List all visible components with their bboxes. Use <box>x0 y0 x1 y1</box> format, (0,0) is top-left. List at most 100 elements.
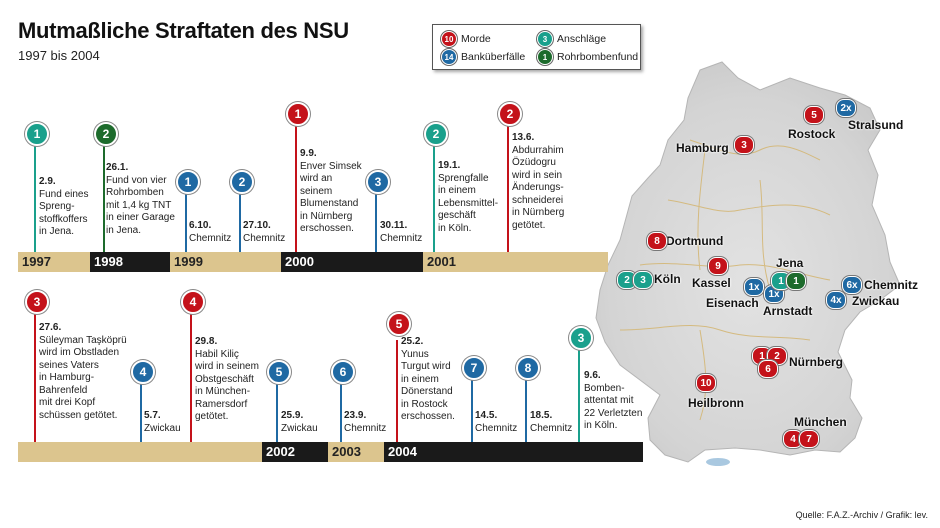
legend-item-bankueberfaelle: 14 Banküberfälle <box>441 49 525 65</box>
year-2001: 2001 <box>423 252 608 272</box>
map-marker: 8 <box>647 232 667 250</box>
event-text: 9.6. Bomben- attentat mit 22 Verletzten i… <box>584 370 642 433</box>
event-badge: 2 <box>498 102 522 126</box>
map-marker: 4x <box>826 291 846 309</box>
event-pin <box>375 190 377 252</box>
event-description: Chemnitz <box>243 232 286 244</box>
legend-label: Rohrbombenfund <box>557 51 639 63</box>
event-description: Abdurrahim Özüdogru wird in sein Änderun… <box>512 144 565 231</box>
event-badge: 7 <box>462 356 486 380</box>
legend-label: Banküberfälle <box>461 51 526 63</box>
event-date: 5.7. <box>144 410 161 421</box>
event-text: 26.1. Fund von vier Rohrbomben mit 1,4 kg… <box>106 162 175 237</box>
timeline-bar-top: 1997 1998 1999 2000 2001 <box>18 252 608 272</box>
event-pin <box>525 380 527 442</box>
event-description: Fund eines Spreng- stoffkoffers in Jena. <box>39 188 89 238</box>
page-subtitle: 1997 bis 2004 <box>18 48 100 63</box>
legend-item-anschlaege: 3 Anschläge <box>537 31 606 47</box>
event-pin <box>276 380 278 442</box>
event-text: 13.6. Abdurrahim Özüdogru wird in sein Än… <box>512 132 564 232</box>
city-chemnitz: Chemnitz <box>864 278 918 292</box>
event-date: 18.5. <box>530 410 553 421</box>
legend-item-morde: 10 Morde <box>441 31 491 47</box>
event-description: Chemnitz <box>344 422 387 434</box>
event-badge: 1 <box>286 102 310 126</box>
event-text: 18.5. Chemnitz <box>530 410 572 435</box>
event-pin <box>507 122 509 252</box>
city-heilbronn: Heilbronn <box>688 396 744 410</box>
event-text: 30.11. Chemnitz <box>380 220 422 245</box>
event-badge: 1 <box>25 122 49 146</box>
event-text: 27.10. Chemnitz <box>243 220 285 245</box>
event-date: 9.6. <box>584 370 601 381</box>
event-pin <box>396 340 398 442</box>
event-text: 25.9. Zwickau <box>281 410 318 435</box>
year-2002: 2002 <box>262 442 328 462</box>
event-date: 29.8. <box>195 336 218 347</box>
year-2001-continued <box>18 442 262 462</box>
event-description: Yunus Turgut wird in einem Dönerstand in… <box>401 348 455 423</box>
event-description: Süleyman Taşköprü wird im Obstladen sein… <box>39 334 127 421</box>
event-pin <box>433 142 435 252</box>
event-description: Chemnitz <box>380 232 423 244</box>
map-marker: 1 <box>786 272 806 290</box>
legend-badge: 1 <box>537 49 553 65</box>
event-text: 2.9. Fund eines Spreng- stoffkoffers in J… <box>39 176 88 239</box>
event-description: Chemnitz <box>530 422 573 434</box>
event-pin <box>185 190 187 252</box>
event-pin <box>190 310 192 442</box>
event-description: Sprengfalle in einem Lebensmittel- gesch… <box>438 172 499 234</box>
event-description: Habil Kiliç wird in seinem Obstgeschäft … <box>195 348 259 423</box>
year-1997: 1997 <box>18 252 90 272</box>
event-text: 27.6. Süleyman Taşköprü wird im Obstladen… <box>39 322 127 422</box>
event-text: 5.7. Zwickau <box>144 410 181 435</box>
event-badge: 5 <box>387 312 411 336</box>
germany-shape <box>595 61 901 463</box>
city-dortmund: Dortmund <box>666 234 724 248</box>
event-badge: 6 <box>331 360 355 384</box>
event-text: 6.10. Chemnitz <box>189 220 231 245</box>
year-2004: 2004 <box>384 442 643 462</box>
city-eisenach: Eisenach <box>706 296 759 310</box>
city-stralsund: Stralsund <box>848 118 904 132</box>
legend-badge: 3 <box>537 31 553 47</box>
event-badge: 1 <box>176 170 200 194</box>
event-text: 29.8. Habil Kiliç wird in seinem Obstgesc… <box>195 336 259 424</box>
event-description: Zwickau <box>144 422 181 434</box>
event-pin <box>340 380 342 442</box>
event-badge: 3 <box>569 326 593 350</box>
map-marker: 3 <box>633 271 653 289</box>
city-arnstadt: Arnstadt <box>763 304 813 318</box>
event-text: 23.9. Chemnitz <box>344 410 386 435</box>
city-zwickau: Zwickau <box>852 294 900 308</box>
city-muenchen: München <box>794 415 847 429</box>
map-marker: 1x <box>744 278 764 296</box>
event-pin <box>34 310 36 442</box>
event-date: 14.5. <box>475 410 498 421</box>
event-pin <box>103 142 105 252</box>
source-credit: Quelle: F.A.Z.-Archiv / Grafik: lev. <box>795 510 928 520</box>
year-1999: 1999 <box>170 252 281 272</box>
event-badge: 8 <box>516 356 540 380</box>
year-2003: 2003 <box>328 442 384 462</box>
map-marker: 5 <box>804 106 824 124</box>
map-marker: 3 <box>734 136 754 154</box>
city-koeln: Köln <box>654 272 681 286</box>
city-rostock: Rostock <box>788 127 836 141</box>
event-badge: 5 <box>267 360 291 384</box>
event-badge: 2 <box>424 122 448 146</box>
event-date: 25.2. <box>401 336 424 347</box>
event-pin <box>471 380 473 442</box>
city-jena: Jena <box>776 256 804 270</box>
map-marker: 10 <box>696 374 716 392</box>
event-pin <box>295 122 297 252</box>
event-badge: 2 <box>230 170 254 194</box>
event-badge: 3 <box>25 290 49 314</box>
legend-badge: 10 <box>441 31 457 47</box>
year-2000: 2000 <box>281 252 423 272</box>
event-date: 13.6. <box>512 132 535 143</box>
legend-label: Anschläge <box>557 33 607 45</box>
event-date: 19.1. <box>438 160 461 171</box>
